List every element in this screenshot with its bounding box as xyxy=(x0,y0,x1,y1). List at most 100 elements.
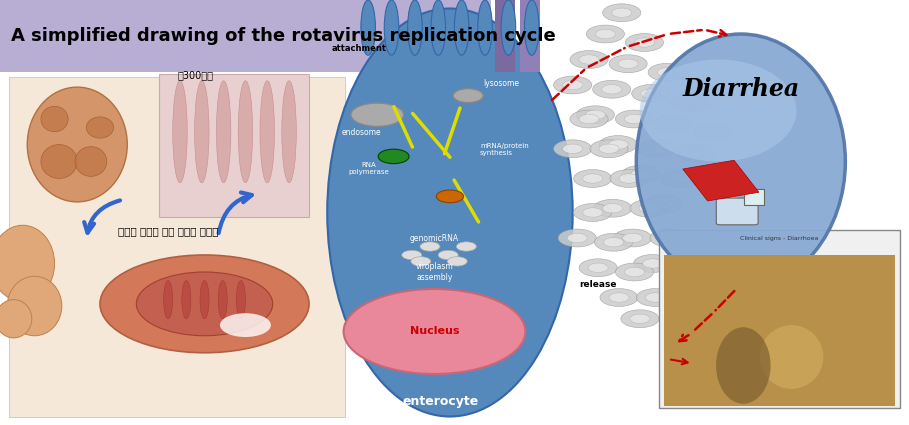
Text: genomicRNA: genomicRNA xyxy=(410,234,459,244)
Ellipse shape xyxy=(478,0,493,55)
Circle shape xyxy=(593,80,631,98)
Circle shape xyxy=(558,229,596,247)
Circle shape xyxy=(648,63,686,81)
Circle shape xyxy=(554,76,592,94)
Circle shape xyxy=(579,114,599,124)
Text: lysosome: lysosome xyxy=(484,79,520,88)
Circle shape xyxy=(220,313,271,337)
Circle shape xyxy=(615,110,654,128)
Circle shape xyxy=(588,263,608,272)
FancyBboxPatch shape xyxy=(664,255,895,406)
Circle shape xyxy=(654,114,693,132)
Circle shape xyxy=(590,140,628,158)
Circle shape xyxy=(618,59,638,68)
Circle shape xyxy=(657,68,677,77)
Circle shape xyxy=(436,190,464,203)
Ellipse shape xyxy=(86,117,114,138)
Circle shape xyxy=(622,165,660,183)
Ellipse shape xyxy=(41,144,77,178)
Circle shape xyxy=(585,110,605,119)
Circle shape xyxy=(615,263,654,281)
Circle shape xyxy=(639,204,659,213)
Circle shape xyxy=(631,170,651,179)
Circle shape xyxy=(600,289,638,306)
Circle shape xyxy=(579,55,599,64)
Circle shape xyxy=(610,170,648,187)
Circle shape xyxy=(570,110,608,128)
Circle shape xyxy=(576,106,614,124)
Text: （300배）: （300배） xyxy=(177,70,214,80)
Text: （소장 융털의 전자 현미경 사진）: （소장 융털의 전자 현미경 사진） xyxy=(118,226,219,236)
Ellipse shape xyxy=(182,280,191,319)
Ellipse shape xyxy=(760,325,824,389)
Ellipse shape xyxy=(327,8,573,416)
Circle shape xyxy=(641,89,661,98)
Circle shape xyxy=(136,272,273,336)
Circle shape xyxy=(645,293,665,302)
Ellipse shape xyxy=(636,34,845,289)
FancyBboxPatch shape xyxy=(9,76,345,416)
Circle shape xyxy=(579,259,617,277)
Ellipse shape xyxy=(524,0,539,55)
FancyBboxPatch shape xyxy=(744,189,764,205)
Circle shape xyxy=(624,267,644,277)
Text: attachment: attachment xyxy=(332,44,387,53)
Text: A simplified drawing of the rotavirus replication cycle: A simplified drawing of the rotavirus re… xyxy=(11,27,555,45)
Circle shape xyxy=(703,127,723,136)
Circle shape xyxy=(603,4,641,22)
Circle shape xyxy=(694,123,732,141)
FancyBboxPatch shape xyxy=(716,198,758,225)
Circle shape xyxy=(654,199,674,209)
Circle shape xyxy=(614,229,652,247)
Text: RNA
polymerase: RNA polymerase xyxy=(349,162,389,176)
Circle shape xyxy=(608,140,628,149)
Ellipse shape xyxy=(260,81,275,183)
Circle shape xyxy=(574,204,612,221)
Circle shape xyxy=(595,29,615,39)
Circle shape xyxy=(574,170,612,187)
Circle shape xyxy=(670,174,690,183)
FancyBboxPatch shape xyxy=(0,0,491,72)
Circle shape xyxy=(456,242,476,251)
Circle shape xyxy=(583,174,603,183)
Circle shape xyxy=(563,80,583,90)
Text: endosome: endosome xyxy=(342,128,382,137)
FancyBboxPatch shape xyxy=(495,0,515,72)
Polygon shape xyxy=(683,160,759,201)
Circle shape xyxy=(609,293,629,302)
Circle shape xyxy=(623,233,643,243)
Ellipse shape xyxy=(0,225,55,302)
Circle shape xyxy=(643,259,663,268)
Circle shape xyxy=(612,8,632,17)
Text: viroplasm
assembly: viroplasm assembly xyxy=(415,262,454,282)
Ellipse shape xyxy=(385,0,399,55)
Circle shape xyxy=(378,149,409,164)
Ellipse shape xyxy=(41,106,68,132)
Circle shape xyxy=(567,233,587,243)
Ellipse shape xyxy=(361,0,375,55)
Text: Diarrhea: Diarrhea xyxy=(683,77,799,101)
Circle shape xyxy=(625,34,664,51)
Circle shape xyxy=(664,119,684,128)
Ellipse shape xyxy=(164,280,173,319)
Circle shape xyxy=(647,144,667,153)
Circle shape xyxy=(621,310,659,328)
Text: Nucleus: Nucleus xyxy=(410,326,459,337)
Circle shape xyxy=(609,55,647,73)
Circle shape xyxy=(554,140,592,158)
Circle shape xyxy=(344,289,525,374)
Circle shape xyxy=(634,38,654,47)
Ellipse shape xyxy=(431,0,445,55)
Ellipse shape xyxy=(407,0,422,55)
Circle shape xyxy=(570,51,608,68)
Circle shape xyxy=(661,170,699,187)
Circle shape xyxy=(447,257,467,266)
Circle shape xyxy=(677,144,715,162)
Circle shape xyxy=(438,250,458,260)
Ellipse shape xyxy=(236,280,245,319)
Circle shape xyxy=(624,114,644,124)
FancyBboxPatch shape xyxy=(520,0,540,72)
Circle shape xyxy=(599,144,619,153)
Circle shape xyxy=(563,144,583,153)
Ellipse shape xyxy=(0,300,32,338)
